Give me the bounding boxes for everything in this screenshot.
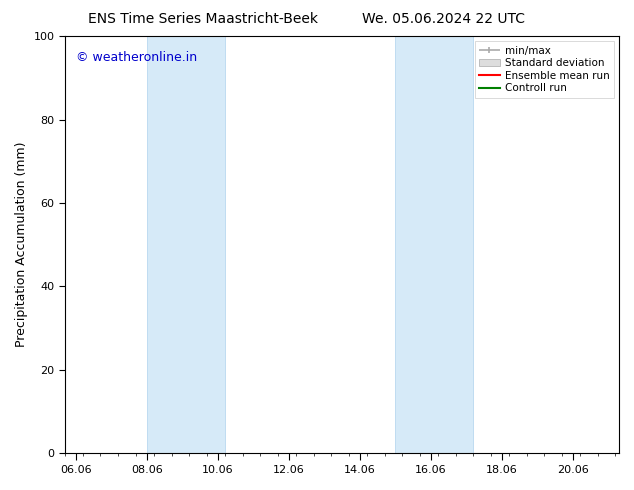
Text: © weatheronline.in: © weatheronline.in	[76, 51, 197, 64]
Legend: min/max, Standard deviation, Ensemble mean run, Controll run: min/max, Standard deviation, Ensemble me…	[475, 41, 614, 98]
Bar	[395, 36, 474, 453]
Text: We. 05.06.2024 22 UTC: We. 05.06.2024 22 UTC	[362, 12, 526, 26]
Text: ENS Time Series Maastricht-Beek: ENS Time Series Maastricht-Beek	[88, 12, 318, 26]
Bar	[146, 36, 225, 453]
Y-axis label: Precipitation Accumulation (mm): Precipitation Accumulation (mm)	[15, 142, 28, 347]
